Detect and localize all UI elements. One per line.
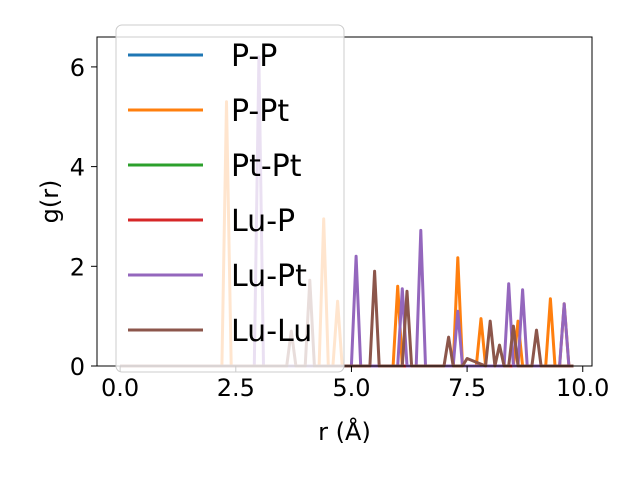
x-tick-label: 0.0 <box>101 374 139 402</box>
legend-label-4: Lu-Pt <box>231 259 307 294</box>
y-tick-label: 6 <box>70 54 85 82</box>
legend-label-2: Pt-Pt <box>231 149 302 184</box>
x-tick-label: 2.5 <box>217 374 255 402</box>
x-tick-label: 7.5 <box>448 374 486 402</box>
y-tick-label: 0 <box>70 353 85 381</box>
x-axis-ticks: 0.0 2.5 5.0 7.5 10.0 <box>101 366 609 402</box>
legend-label-5: Lu-Lu <box>231 314 312 349</box>
legend-box <box>115 24 345 373</box>
legend-label-0: P-P <box>231 39 277 74</box>
legend-label-3: Lu-P <box>231 204 295 239</box>
y-axis-label: g(r) <box>36 180 64 224</box>
x-tick-label: 5.0 <box>332 374 370 402</box>
x-axis-label: r (Å) <box>318 417 371 446</box>
y-tick-label: 4 <box>70 154 85 182</box>
x-tick-label: 10.0 <box>556 374 609 402</box>
y-axis-ticks: 0 2 4 6 <box>70 54 97 381</box>
legend: P-P P-Pt Pt-Pt Lu-P Lu-Pt Lu-Lu <box>115 24 345 373</box>
legend-label-1: P-Pt <box>231 94 289 129</box>
y-tick-label: 2 <box>70 253 85 281</box>
